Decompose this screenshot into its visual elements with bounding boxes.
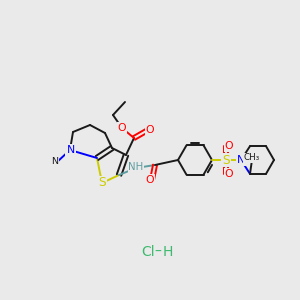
Text: –: – bbox=[154, 245, 161, 259]
Text: H: H bbox=[163, 245, 173, 259]
Text: N: N bbox=[52, 158, 58, 166]
Text: NH: NH bbox=[128, 162, 144, 172]
Text: O: O bbox=[225, 169, 233, 179]
Text: CH₃: CH₃ bbox=[244, 153, 260, 162]
Text: O: O bbox=[146, 175, 154, 185]
Text: N: N bbox=[67, 145, 75, 155]
Text: S: S bbox=[98, 176, 106, 190]
Text: Cl: Cl bbox=[141, 245, 155, 259]
Text: O: O bbox=[118, 123, 126, 133]
Text: N: N bbox=[66, 145, 74, 155]
Text: O: O bbox=[225, 141, 233, 151]
Text: O: O bbox=[146, 125, 154, 135]
Text: N: N bbox=[237, 155, 245, 165]
Text: S: S bbox=[222, 154, 230, 166]
